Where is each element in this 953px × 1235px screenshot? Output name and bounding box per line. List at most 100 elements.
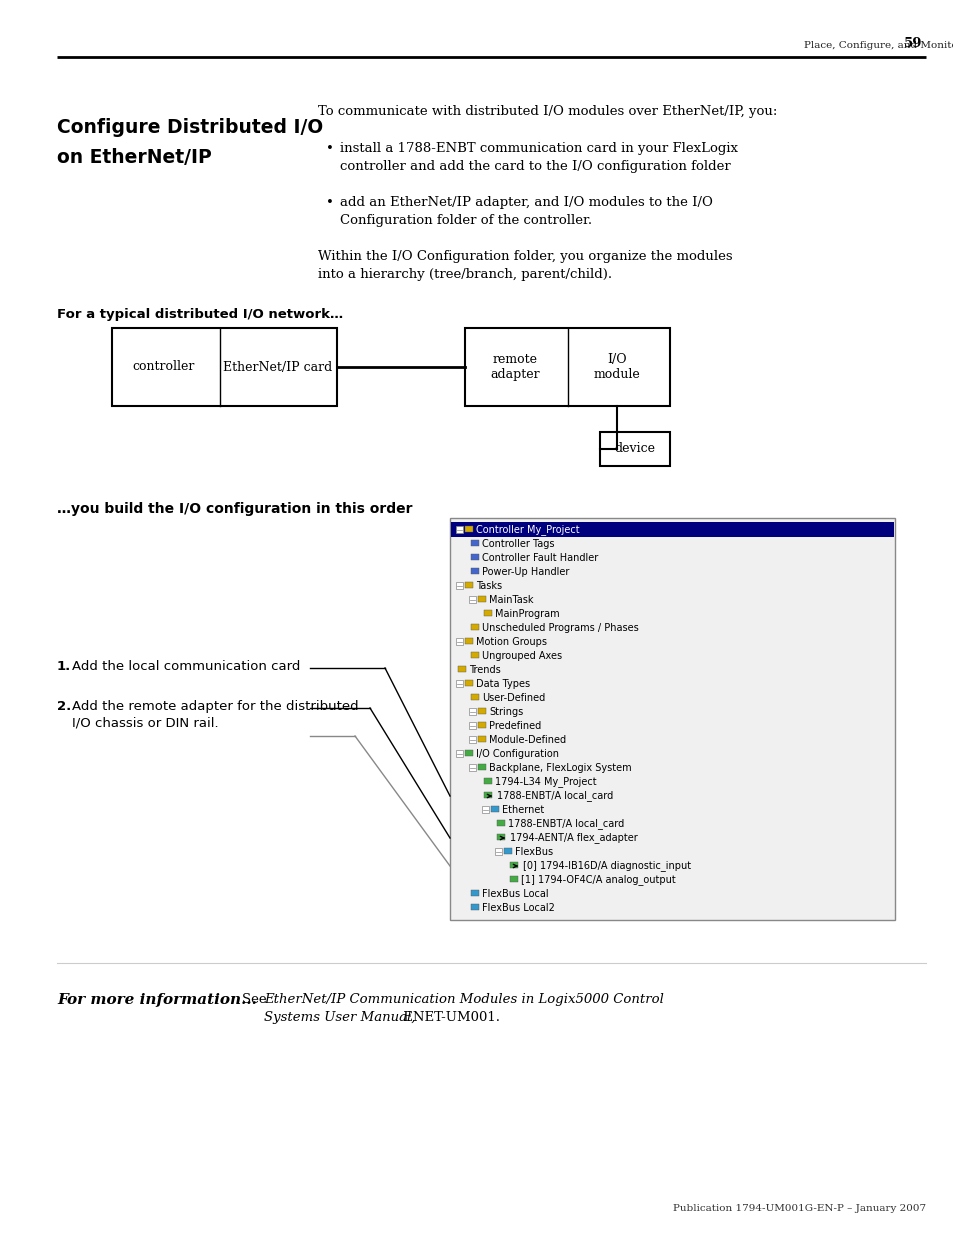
Bar	[491, 806, 498, 811]
Text: controller and add the card to the I/O configuration folder: controller and add the card to the I/O c…	[339, 161, 730, 173]
Text: Publication 1794-UM001G-EN-P – January 2007: Publication 1794-UM001G-EN-P – January 2…	[672, 1204, 925, 1213]
Bar	[456, 582, 462, 589]
Text: FlexBus Local: FlexBus Local	[481, 889, 548, 899]
Text: I/O Configuration: I/O Configuration	[476, 748, 558, 760]
Bar	[477, 597, 485, 601]
Text: add an EtherNet/IP adapter, and I/O modules to the I/O: add an EtherNet/IP adapter, and I/O modu…	[339, 196, 712, 209]
Text: …you build the I/O configuration in this order: …you build the I/O configuration in this…	[57, 501, 412, 516]
Text: See: See	[242, 993, 271, 1007]
Bar	[483, 610, 492, 616]
Text: MainTask: MainTask	[489, 595, 533, 605]
Text: install a 1788-ENBT communication card in your FlexLogix: install a 1788-ENBT communication card i…	[339, 142, 738, 156]
Text: I/O chassis or DIN rail.: I/O chassis or DIN rail.	[71, 716, 218, 729]
Bar	[456, 680, 462, 687]
Text: Unscheduled Programs / Phases: Unscheduled Programs / Phases	[481, 622, 639, 634]
Bar	[469, 708, 476, 715]
Text: Ethernet: Ethernet	[501, 805, 543, 815]
Bar	[464, 526, 473, 532]
Bar	[457, 666, 465, 672]
Text: To communicate with distributed I/O modules over EtherNet/IP, you:: To communicate with distributed I/O modu…	[317, 105, 777, 119]
Bar	[451, 522, 893, 537]
Bar	[471, 568, 478, 574]
Text: on EtherNet/IP: on EtherNet/IP	[57, 148, 212, 167]
Bar	[471, 624, 478, 630]
Text: Ungrouped Axes: Ungrouped Axes	[481, 651, 561, 661]
Text: Tasks: Tasks	[476, 580, 501, 592]
Text: ENET-UM001.: ENET-UM001.	[398, 1011, 499, 1024]
Bar	[469, 597, 476, 603]
Text: EtherNet/IP Communication Modules in Logix5000 Control: EtherNet/IP Communication Modules in Log…	[264, 993, 663, 1007]
Bar	[497, 820, 504, 826]
Text: EtherNet/IP card: EtherNet/IP card	[223, 361, 333, 373]
Text: Trends: Trends	[469, 664, 500, 676]
Bar	[483, 778, 492, 784]
Text: remote
adapter: remote adapter	[490, 353, 539, 382]
Bar	[456, 638, 462, 645]
Text: Configuration folder of the controller.: Configuration folder of the controller.	[339, 214, 592, 227]
Text: For more information...: For more information...	[57, 993, 256, 1007]
Bar	[112, 329, 336, 406]
Bar	[477, 764, 485, 769]
Bar	[464, 329, 669, 406]
Text: 1794-L34 My_Project: 1794-L34 My_Project	[495, 777, 596, 788]
Bar	[471, 904, 478, 910]
Text: 1788-ENBT/A local_card: 1788-ENBT/A local_card	[497, 790, 613, 802]
Bar	[483, 792, 492, 798]
Bar	[481, 806, 489, 813]
Text: 1788-ENBT/A local_card: 1788-ENBT/A local_card	[507, 819, 623, 830]
Bar	[471, 890, 478, 897]
Bar	[469, 764, 476, 771]
Bar	[471, 540, 478, 546]
Bar	[464, 638, 473, 643]
Bar	[477, 736, 485, 742]
Text: FlexBus: FlexBus	[515, 847, 553, 857]
Text: [1] 1794-OF4C/A analog_output: [1] 1794-OF4C/A analog_output	[520, 874, 675, 885]
Bar	[510, 862, 517, 868]
Bar	[469, 736, 476, 743]
Text: Within the I/O Configuration folder, you organize the modules: Within the I/O Configuration folder, you…	[317, 249, 732, 263]
Text: •: •	[326, 196, 334, 209]
Text: FlexBus Local2: FlexBus Local2	[481, 903, 555, 913]
Text: Configure Distributed I/O: Configure Distributed I/O	[57, 119, 323, 137]
Bar	[503, 848, 512, 853]
Bar	[456, 526, 462, 534]
Bar	[495, 848, 501, 855]
Text: Motion Groups: Motion Groups	[476, 637, 546, 647]
Text: Add the remote adapter for the distributed: Add the remote adapter for the distribut…	[71, 700, 358, 713]
Bar	[464, 680, 473, 685]
Text: Predefined: Predefined	[489, 721, 540, 731]
Text: •: •	[326, 142, 334, 156]
Text: 1.: 1.	[57, 659, 71, 673]
Bar	[471, 652, 478, 658]
Text: [0] 1794-IB16D/A diagnostic_input: [0] 1794-IB16D/A diagnostic_input	[522, 861, 690, 872]
Text: controller: controller	[132, 361, 195, 373]
Text: For a typical distributed I/O network…: For a typical distributed I/O network…	[57, 308, 343, 321]
Text: Data Types: Data Types	[476, 679, 530, 689]
Text: Controller My_Project: Controller My_Project	[476, 525, 579, 536]
Bar	[464, 750, 473, 756]
Text: Place, Configure, and Monitor I/O: Place, Configure, and Monitor I/O	[803, 41, 953, 49]
Bar	[497, 834, 504, 840]
Bar	[456, 750, 462, 757]
Bar	[450, 517, 894, 920]
Bar	[464, 582, 473, 588]
Bar	[471, 694, 478, 700]
Text: Systems User Manual,: Systems User Manual,	[264, 1011, 416, 1024]
Text: Backplane, FlexLogix System: Backplane, FlexLogix System	[489, 763, 631, 773]
Bar	[599, 432, 669, 466]
Bar	[477, 708, 485, 714]
Text: User-Defined: User-Defined	[481, 693, 545, 703]
Text: I/O
module: I/O module	[593, 353, 639, 382]
Bar	[510, 876, 517, 882]
Bar	[477, 722, 485, 727]
Text: MainProgram: MainProgram	[495, 609, 559, 619]
Text: Controller Tags: Controller Tags	[481, 538, 554, 550]
Bar	[469, 722, 476, 729]
Text: 2.: 2.	[57, 700, 71, 713]
Text: Controller Fault Handler: Controller Fault Handler	[481, 553, 598, 563]
Text: device: device	[614, 442, 655, 456]
Text: 1794-AENT/A flex_adapter: 1794-AENT/A flex_adapter	[510, 832, 638, 844]
Text: Strings: Strings	[489, 706, 522, 718]
Text: Power-Up Handler: Power-Up Handler	[481, 567, 569, 577]
Text: 59: 59	[902, 37, 921, 49]
